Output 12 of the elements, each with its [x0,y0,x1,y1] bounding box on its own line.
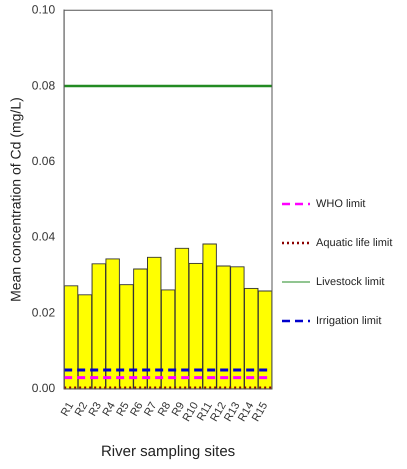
y-tick-label: 0.04 [32,230,56,244]
legend-label: Aquatic life limit [316,237,392,250]
y-tick-label: 0.02 [32,305,56,320]
x-axis-title: River sampling sites [100,443,236,460]
y-tick-label: 0.08 [32,78,56,92]
legend-label: WHO limit [316,198,366,210]
legend-label: Irrigation limit [316,315,382,328]
y-tick-label: 0.06 [32,154,56,168]
y-tick-label: 0.10 [32,2,56,17]
y-axis-title: Mean concentration of Cd (mg/L) [7,97,24,302]
y-tick-label: 0.00 [32,381,56,396]
legend-label: Livestock limit [316,276,384,288]
